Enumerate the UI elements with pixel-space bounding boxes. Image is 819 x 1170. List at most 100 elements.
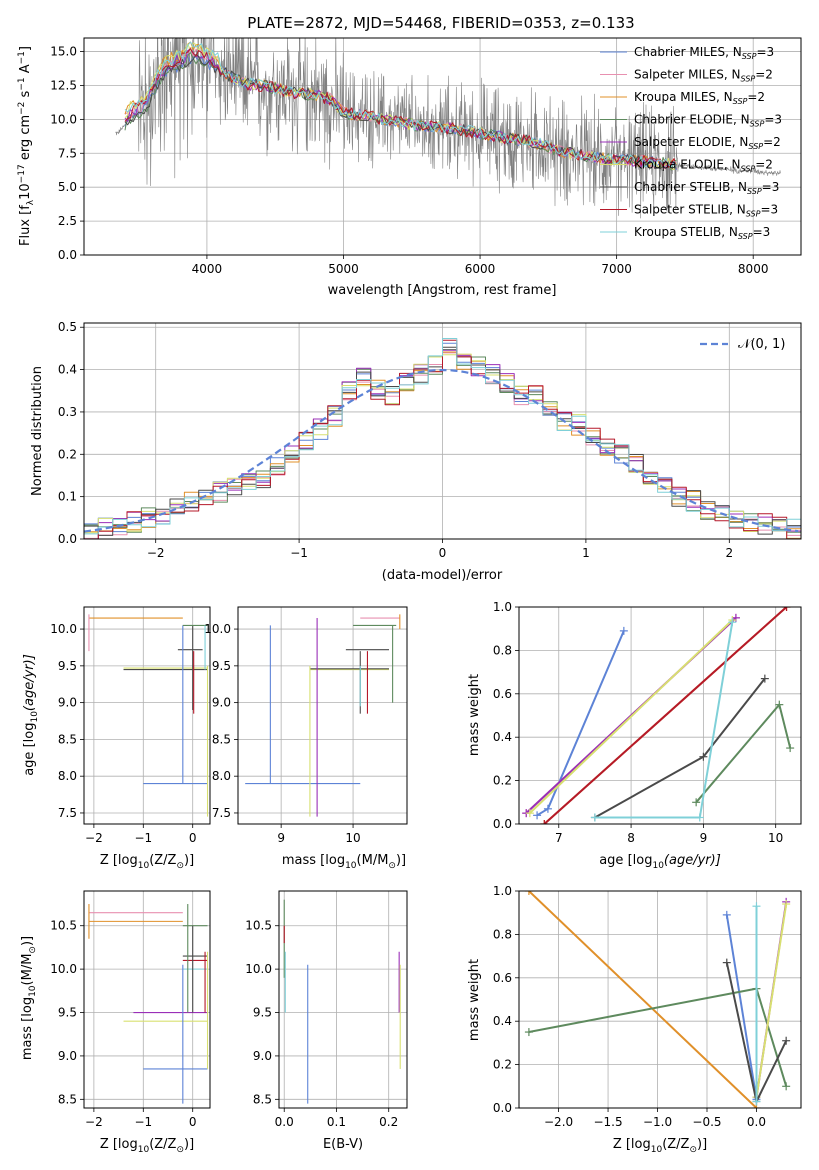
tick-label-x: 8 [627,831,635,845]
figure-title: PLATE=2872, MJD=54468, FIBERID=0353, z=0… [247,14,634,32]
tick-label-y: 0.1 [58,490,77,504]
tick-label-y: 9.5 [212,659,231,673]
tick-label-y: 5.0 [58,180,77,194]
x-axis-label: wavelength [Angstrom, rest frame] [328,283,557,298]
weight-series [528,891,758,1108]
tick-label-y: 8.5 [212,732,231,746]
weight-series [725,914,758,1100]
tick-label-y: 0.2 [58,447,77,461]
axes-frame [83,890,211,1109]
axes-frame [83,37,802,256]
tick-label-y: 0.0 [493,1101,512,1115]
weight-point [722,958,731,967]
tick-label-x: 10 [768,831,783,845]
axes-frame [518,890,802,1109]
axes-frame [83,606,211,825]
legend-entry: Salpeter MILES, NSSP=2 [634,68,773,84]
weight-point [722,910,731,919]
weight-point [782,1036,791,1045]
y-axis-label: Normed distribution [30,366,45,496]
model-spectrum [124,42,678,171]
weight-point [543,804,552,813]
tick-label-y: 8.5 [58,732,77,746]
x-axis-label: age [log10(age/yr)] [599,853,721,871]
tick-label-x: −2 [85,1115,103,1129]
tick-label-x: 0.2 [379,1115,398,1129]
weight-point [692,798,701,807]
weight-series [594,677,766,819]
weight-series [755,903,788,1098]
weight-age-axes: 7 8 9 10 0.0 0.2 0.4 0.6 0.8 1.0 age [log10(age/yr… [467,600,802,871]
weight-Z-axes: −2.0 −1.5 −1.0 −0.5 0.0 0.0 0.2 0.4 0.6 0.8 1.0 Z [… [467,884,802,1155]
tick-label-y: 8.0 [212,769,231,783]
x-axis-label: (data-model)/error [382,568,503,583]
tick-label-y: 8.0 [58,769,77,783]
spectrum-axes: 4000 5000 6000 7000 8000 0.0 2.5 5.0 7.5 10.0 12.5… [17,37,802,298]
tick-label-x: 9 [700,831,708,845]
tick-label-y: 10.5 [245,919,272,933]
weight-point [525,809,534,818]
tick-label-y: 9.5 [58,659,77,673]
tick-label-y: 0.8 [493,927,512,941]
age-mass-axes: 9 10 7.5 8.0 8.5 9.0 9.5 10.0 mass [log10(M/M⊙)] [204,606,408,871]
plot-area [88,904,209,1104]
tick-label-x: −1 [134,831,152,845]
tick-label-y: 0.5 [58,320,77,334]
legend-entry: Chabrier ELODIE, NSSP=3 [634,113,782,129]
tick-label-y: 8.5 [253,1092,272,1106]
tick-label-y: 0.0 [493,817,512,831]
weight-point [728,618,737,627]
x-axis-label: mass [log10(M/M⊙)] [282,853,406,871]
y-axis-label: age [log10(age/yr)] [22,654,40,776]
tick-label-y: 0.8 [493,643,512,657]
residual-histogram [84,338,801,535]
tick-label-y: 0.0 [58,532,77,546]
weight-point [786,744,795,753]
tick-label-x: 4000 [192,262,223,276]
axes-frame [237,606,408,825]
tick-label-y: 12.5 [50,78,77,92]
tick-label-y: 9.0 [253,1049,272,1063]
tick-label-y: 10.0 [50,622,77,636]
tick-label-x: −0.5 [692,1115,721,1129]
tick-label-x: 2 [725,546,733,560]
tick-label-x: 1 [582,546,590,560]
tick-label-y: 10.0 [50,112,77,126]
tick-label-x: 0 [189,831,197,845]
legend-entry: Kroupa MILES, NSSP=2 [634,90,765,106]
legend-entry: 𝒩(0, 1) [738,337,785,352]
y-axis-label: mass [log10(M/M⊙)] [20,936,38,1060]
plot-area [245,614,401,817]
tick-label-x: 0.1 [327,1115,346,1129]
tick-label-y: 9.0 [212,696,231,710]
legend-entry: Chabrier STELIB, NSSP=3 [634,180,779,196]
tick-label-y: 0.3 [58,405,77,419]
tick-label-x: 5000 [328,262,359,276]
y-axis-label: mass weight [467,959,482,1041]
tick-label-y: 7.5 [58,146,77,160]
legend-entry: Kroupa STELIB, NSSP=3 [634,225,770,241]
tick-label-y: 10.0 [204,622,231,636]
age-Z-axes: −2 −1 0 7.5 8.0 8.5 9.0 9.5 10.0 Z [log10(Z/Z⊙)] a… [22,606,211,871]
tick-label-y: 15.0 [50,45,77,59]
weight-point [752,1097,761,1106]
weight-point [760,674,769,683]
weight-point [590,813,599,822]
mass-EBV-axes: 0.0 0.1 0.2 8.5 9.0 9.5 10.0 10.5 E(B-V) [245,890,408,1152]
weight-series [529,619,733,814]
tick-label-y: 10.5 [50,919,77,933]
tick-label-y: 0.4 [58,363,77,377]
weight-point [695,813,704,822]
plot-area [88,614,209,817]
tick-label-y: 0.4 [493,730,512,744]
tick-label-y: 2.5 [58,214,77,228]
y-axis-label: mass weight [467,674,482,756]
tick-label-x: 7 [555,831,563,845]
tick-label-y: 0.6 [493,971,512,985]
tick-label-y: 9.0 [58,1049,77,1063]
axes-frame [83,322,802,540]
weight-point [619,626,628,635]
plot-area [522,607,795,824]
model-spectrum [124,53,677,170]
